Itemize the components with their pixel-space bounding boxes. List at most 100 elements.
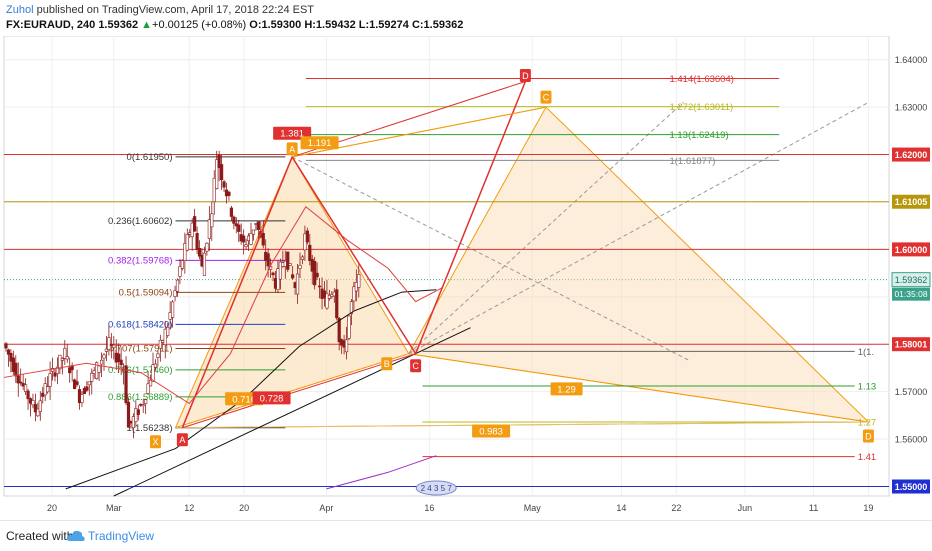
tradingview-link[interactable]: TradingView [88,529,155,543]
candle-body [256,221,260,231]
fib-extension-label: 1.272(1.63011) [669,102,733,113]
time-tick-label: May [524,503,542,513]
fib-extension-label: 1.13(1.62419) [669,130,728,141]
point-badge-label: A [179,435,185,445]
moving-averages [3,205,471,497]
time-axis[interactable]: 20 Mar 12 20 Apr 16 May 14 22 Jun 11 19 [47,503,873,513]
candle-body [85,386,89,391]
candle-body [300,256,305,260]
price-chart[interactable]: 0(1.61950) 0.236(1.60602) 0.382(1.59768) 0.… [0,36,932,520]
candle-body [58,354,62,370]
fib-extension-label: 1.414(1.63604) [669,74,733,85]
candle-body [126,401,131,428]
candle-body [207,219,211,239]
candle-body [26,390,30,400]
time-tick-label: 16 [424,503,434,513]
fib-retracement-label: 0.5(1.59094) [119,287,173,298]
time-tick-label: 20 [47,503,57,513]
published-text: published on TradingView.com, April 17, … [36,4,315,16]
point-badge-label: A [289,144,295,154]
candle-body [158,339,162,349]
candle-body [131,416,136,429]
candle-body [308,244,312,261]
point-badge [540,90,552,104]
candle-body [195,233,199,250]
candle-body [16,375,20,384]
author-link[interactable]: Zuhol [6,4,34,16]
ratio-label-text: 0.728 [260,393,284,404]
candle-body [325,293,329,309]
candle-body [117,353,121,362]
pattern-diagonal-xb [175,353,409,429]
price-axis[interactable]: 1.64000 1.63000 1.62000 1.61005 1.60000 1.580… [891,55,931,494]
candle-body [144,399,148,404]
candle-body [50,368,55,372]
plot-background [3,36,890,497]
candle-body [46,386,50,393]
candle-body [31,400,35,406]
candle-body [347,315,351,339]
candle-body [180,260,185,269]
candle-body [327,294,332,299]
candle-body [229,207,234,217]
time-tick-label: 12 [184,503,194,513]
candle-body [193,216,197,232]
time-tick-label: Apr [319,503,333,513]
candle-body [99,359,104,365]
candle-body [9,352,13,362]
economic-event-label: 2 4 3 5 7 [421,484,453,493]
point-badge [176,433,188,447]
fib-retracement-label: 0.886(1.56889) [108,392,172,403]
candle-body [271,272,275,276]
price-tick-label: 1.56000 [895,435,928,445]
ratio-label-box [300,136,339,150]
candle-body [141,404,145,407]
candle-body [146,383,150,394]
fib-extension-label: 1(1.61877) [669,156,715,167]
candle-body [305,230,309,243]
time-tick-label: 22 [671,503,681,513]
price-tick-label: 1.55000 [895,482,928,492]
purple-moving-average [326,455,437,490]
time-tick-label: 19 [863,503,873,513]
candle-body [4,343,8,349]
ratio-label-text: 0.716 [232,394,256,405]
dashed-trend-line [291,156,691,362]
time-tick-label: 20 [239,503,249,513]
point-badge [150,435,162,449]
candle-body [183,243,187,261]
fib-retracement-label: 0.382(1.59768) [108,255,172,266]
candlesticks [4,150,361,439]
point-badge-label: X [153,437,159,447]
candle-body [68,367,72,374]
short-moving-average [3,205,444,405]
fib-right-label: 1.41 [858,452,877,463]
candle-body [227,191,231,196]
point-badge-label: B [384,359,390,369]
fib-retracement-label: 0.786(1.57460) [108,365,172,376]
fib-retracement-label: 0(1.61950) [127,152,173,163]
change-up-icon: ▲ [141,19,153,31]
support-trend-line [113,327,471,497]
fib-retracement-label: 0.707(1.57911) [109,343,173,354]
candle-body [87,381,91,386]
candle-body [65,356,69,360]
point-badge [862,429,874,443]
fib-right-label: 1.13 [858,381,877,392]
point-badge [519,69,531,83]
price-change: +0.00125 (+0.08%) [152,19,247,31]
candle-body [60,358,64,361]
candle-body [166,327,170,336]
candle-body [14,362,18,377]
xd-connector-line [175,421,869,429]
candle-body [63,348,67,359]
time-tick-label: Jun [738,503,753,513]
candle-body [315,272,319,278]
candle-body [82,388,86,394]
time-tick-label: Mar [106,503,122,513]
event-icons[interactable]: 2 4 3 5 7 [415,480,457,496]
time-tick-label: 11 [809,503,818,513]
price-tick-label: 1.60000 [895,245,928,255]
candle-body [104,348,109,352]
dashed-trend-line [408,101,869,355]
